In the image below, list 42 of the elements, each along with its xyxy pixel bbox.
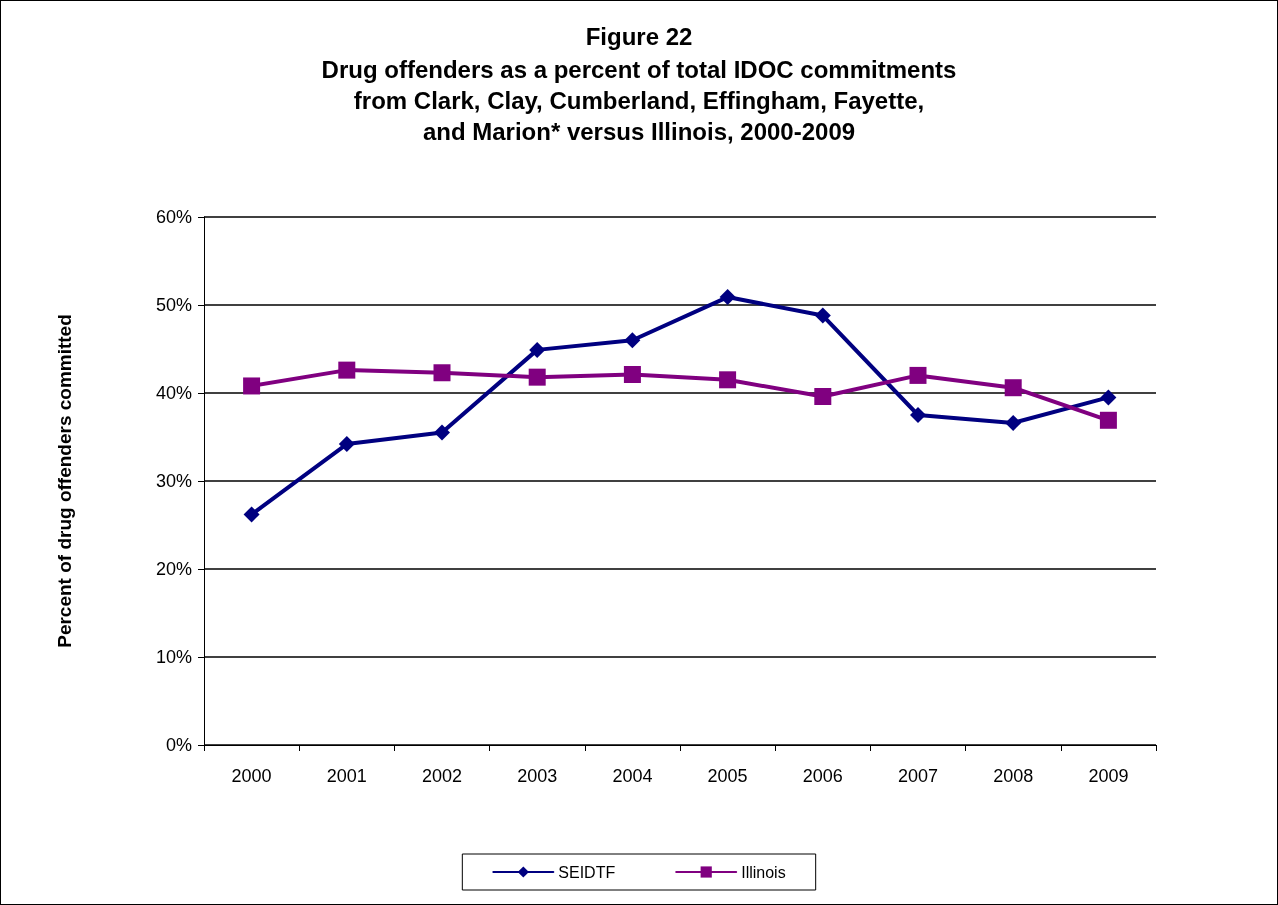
point [1005,414,1022,431]
point [719,289,736,306]
x-tick-label: 2009 [1088,766,1129,786]
y-tick-label: 40% [155,383,192,403]
point [1099,411,1117,429]
point [719,371,737,389]
y-tick-label: 20% [155,559,192,579]
point [434,424,450,441]
x-tick-label: 2008 [993,766,1034,786]
legend-label: SEIDTF [558,863,616,881]
point [338,361,356,379]
point [623,366,641,384]
point [243,506,260,523]
point [624,332,641,349]
point [814,388,832,406]
point [243,377,261,395]
y-tick-label: 10% [155,647,192,667]
x-tick-label: 2006 [802,766,843,786]
y-tick-label: 60% [155,207,192,227]
y-tick-label: 0% [165,735,192,755]
x-tick-label: 2007 [897,766,939,786]
point [1004,379,1022,397]
x-tick-label: 2001 [326,766,367,786]
x-tick-label: 2003 [517,766,558,786]
point [1100,389,1117,406]
legend-label: Illinois [741,863,786,881]
chart-title: Figure 22 [585,22,693,50]
y-axis-title: Percent of drug offenders committed [54,314,75,648]
point [814,307,831,324]
x-tick-label: 2005 [707,766,748,786]
chart-subtitle: Drug offenders as a percent of total IDOC commitments from Clark, Clay, Cumberland, Effingham, Fayette, and Marion* versus Illinois, 2000-2009 [321,56,957,145]
point [529,341,546,358]
y-tick-label: 50% [155,295,192,315]
point [528,368,546,386]
x-tick-label: 2004 [612,766,653,786]
x-tick-label: 2002 [421,766,463,786]
point [338,436,355,453]
point [433,364,451,382]
y-tick-label: 30% [155,471,192,491]
point [910,407,926,423]
point [909,366,927,384]
x-tick-label: 2000 [231,766,272,786]
